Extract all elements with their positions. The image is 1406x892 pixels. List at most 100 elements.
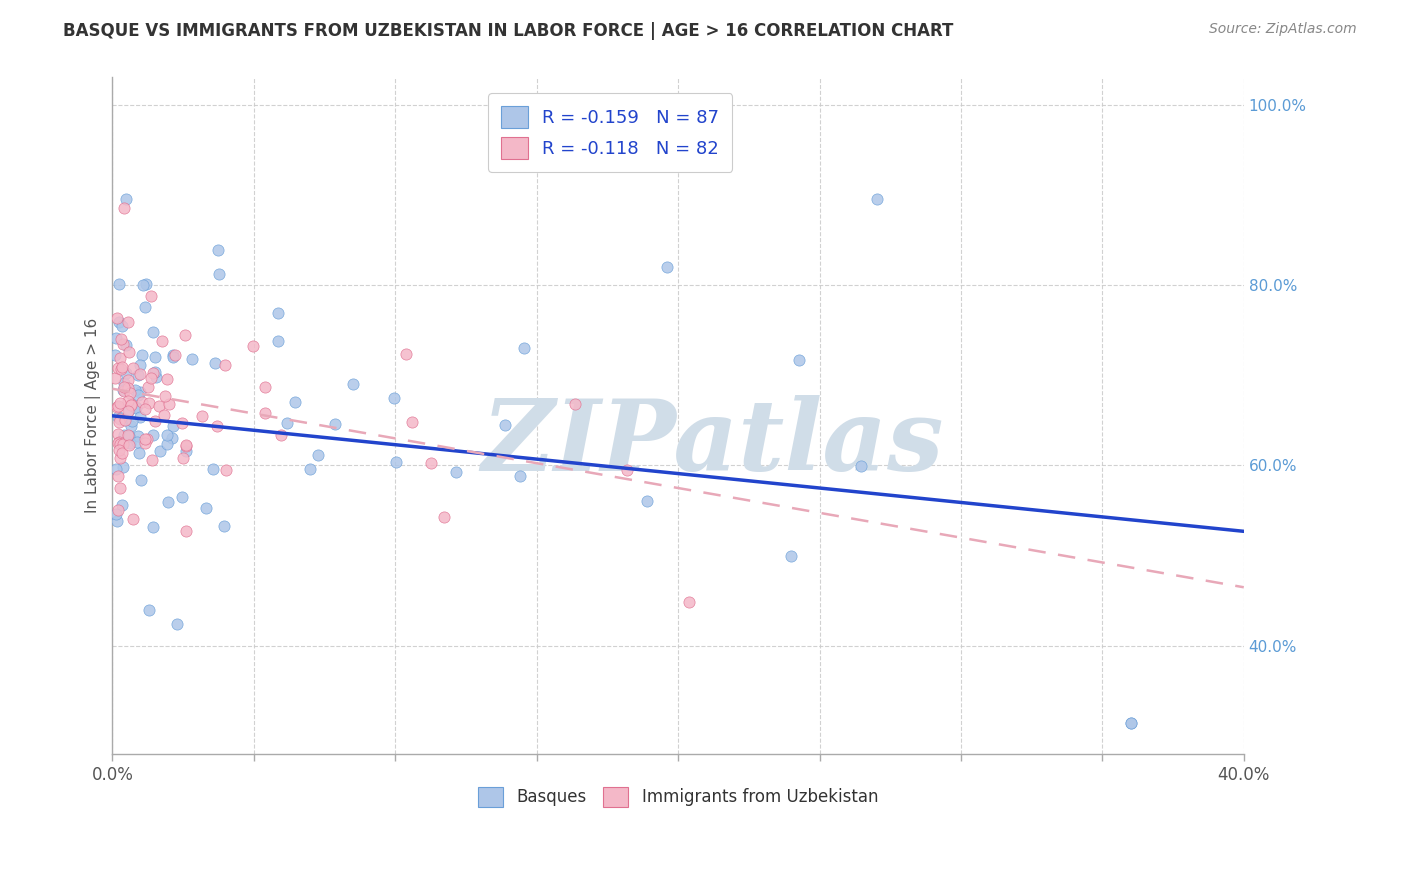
Point [143,350,166,364]
Point [121,512,143,526]
Point [564,397,586,411]
Point [111,460,134,475]
Point [616,462,638,476]
Point [104,348,127,362]
Point [107,399,129,413]
Point [110,362,132,376]
Point [124,400,146,414]
Point [307,448,329,462]
Point [114,192,136,206]
Point [131,348,153,362]
Point [207,243,229,257]
Point [112,202,135,216]
Point [129,385,152,400]
Point [108,437,131,451]
Point [513,341,536,355]
Point [107,361,129,376]
Point [166,617,188,632]
Point [849,459,872,474]
Point [112,384,135,398]
Point [111,337,134,351]
Text: Source: ZipAtlas.com: Source: ZipAtlas.com [1209,22,1357,37]
Point [134,432,156,446]
Point [253,405,276,419]
Point [382,391,405,405]
Point [655,260,678,274]
Point [142,367,165,381]
Point [111,319,134,334]
Point [156,428,179,442]
Point [117,427,139,442]
Point [174,439,197,453]
Point [118,438,141,452]
Point [174,524,197,539]
Point [122,361,145,376]
Point [105,515,128,529]
Point [128,358,150,372]
Point [865,192,887,206]
Point [143,414,166,428]
Point [118,386,141,401]
Point [110,351,132,366]
Point [299,462,322,476]
Point [111,446,134,460]
Point [120,397,142,411]
Point [142,428,165,442]
Point [276,416,298,430]
Point [163,349,186,363]
Point [204,356,226,370]
Point [678,595,700,609]
Point [141,289,163,303]
Point [162,418,184,433]
Point [509,469,531,483]
Point [132,277,155,292]
Point [172,491,194,505]
Point [433,510,456,524]
Point [120,398,142,412]
Point [114,413,136,427]
Point [787,353,810,368]
Point [107,503,129,517]
Point [156,436,179,450]
Point [104,371,127,385]
Point [212,519,235,533]
Point [111,498,134,512]
Point [419,456,441,470]
Point [156,372,179,386]
Point [115,366,138,380]
Point [129,367,152,381]
Point [174,438,197,452]
Point [134,300,156,314]
Point [181,352,204,367]
Point [124,383,146,397]
Point [191,409,214,423]
Point [194,500,217,515]
Point [170,416,193,430]
Point [162,348,184,362]
Point [201,462,224,476]
Point [141,325,163,339]
Point [108,443,131,458]
Point [107,277,129,291]
Point [105,462,128,476]
Point [112,427,135,442]
Y-axis label: In Labor Force | Age > 16: In Labor Force | Age > 16 [86,318,101,514]
Point [153,389,176,403]
Point [108,411,131,425]
Legend: Basques, Immigrants from Uzbekistan: Basques, Immigrants from Uzbekistan [471,780,884,814]
Point [780,549,803,563]
Point [117,394,139,409]
Point [129,473,152,487]
Point [105,400,128,414]
Point [115,338,138,352]
Point [174,443,197,458]
Text: ZIPatlas: ZIPatlas [481,394,943,491]
Point [108,415,131,429]
Point [108,481,131,495]
Point [118,428,141,442]
Point [136,380,159,394]
Point [127,388,149,402]
Point [112,376,135,391]
Point [636,494,658,508]
Point [112,437,135,451]
